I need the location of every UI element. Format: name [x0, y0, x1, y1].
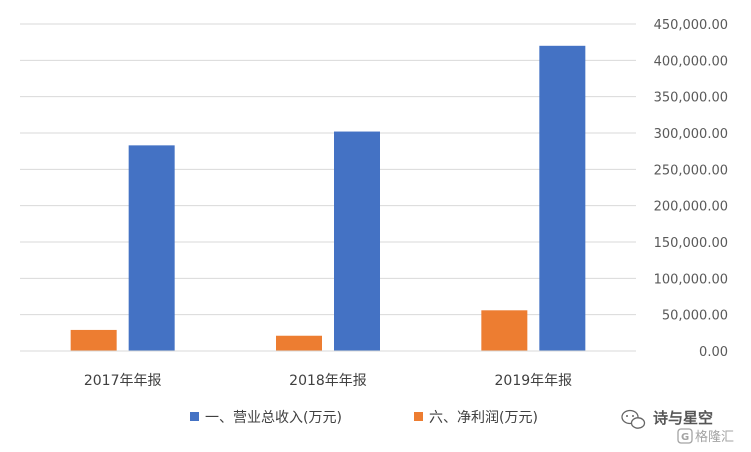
y-tick-label: 150,000.00: [654, 236, 728, 251]
legend: 一、营业总收入(万元) 六、净利润(万元): [190, 410, 538, 426]
legend-label-net-profit: 六、净利润(万元): [429, 410, 538, 426]
watermark-channel-name: 诗与星空: [653, 409, 713, 427]
bar-revenue: [128, 145, 175, 351]
bars: [70, 45, 586, 352]
bar-revenue: [539, 45, 586, 352]
y-tick-label: 50,000.00: [662, 309, 728, 324]
x-tick-label: 2017年年报: [84, 373, 162, 389]
x-axis-category-labels: 2017年年报 2018年年报 2019年年报: [84, 373, 572, 389]
legend-swatch-revenue: [190, 412, 199, 421]
y-axis-tick-labels: 0.00 50,000.00 100,000.00 150,000.00 200,000…: [654, 18, 728, 360]
y-tick-label: 300,000.00: [654, 127, 728, 142]
y-tick-label: 450,000.00: [654, 18, 728, 33]
x-tick-label: 2018年年报: [289, 373, 367, 389]
bar-revenue: [334, 131, 380, 351]
y-tick-label: 400,000.00: [654, 54, 728, 69]
legend-swatch-net-profit: [414, 412, 423, 421]
y-tick-label: 0.00: [699, 345, 728, 360]
svg-text:G: G: [681, 432, 689, 443]
bar-net-profit: [276, 335, 322, 351]
bar-net-profit: [481, 310, 528, 351]
gridlines: [20, 23, 636, 316]
bar-net-profit: [70, 329, 117, 351]
legend-label-revenue: 一、营业总收入(万元): [205, 410, 342, 426]
watermark: 诗与星空 G 格隆汇: [621, 409, 734, 445]
y-tick-label: 350,000.00: [654, 91, 728, 106]
x-tick-label: 2019年年报: [495, 373, 573, 389]
y-tick-label: 250,000.00: [654, 163, 728, 178]
gelonghui-logo-icon: G: [677, 428, 693, 444]
wechat-icon: [621, 409, 646, 429]
y-tick-label: 200,000.00: [654, 200, 728, 215]
y-tick-label: 100,000.00: [654, 272, 728, 287]
watermark-logo-text: 格隆汇: [695, 429, 734, 445]
